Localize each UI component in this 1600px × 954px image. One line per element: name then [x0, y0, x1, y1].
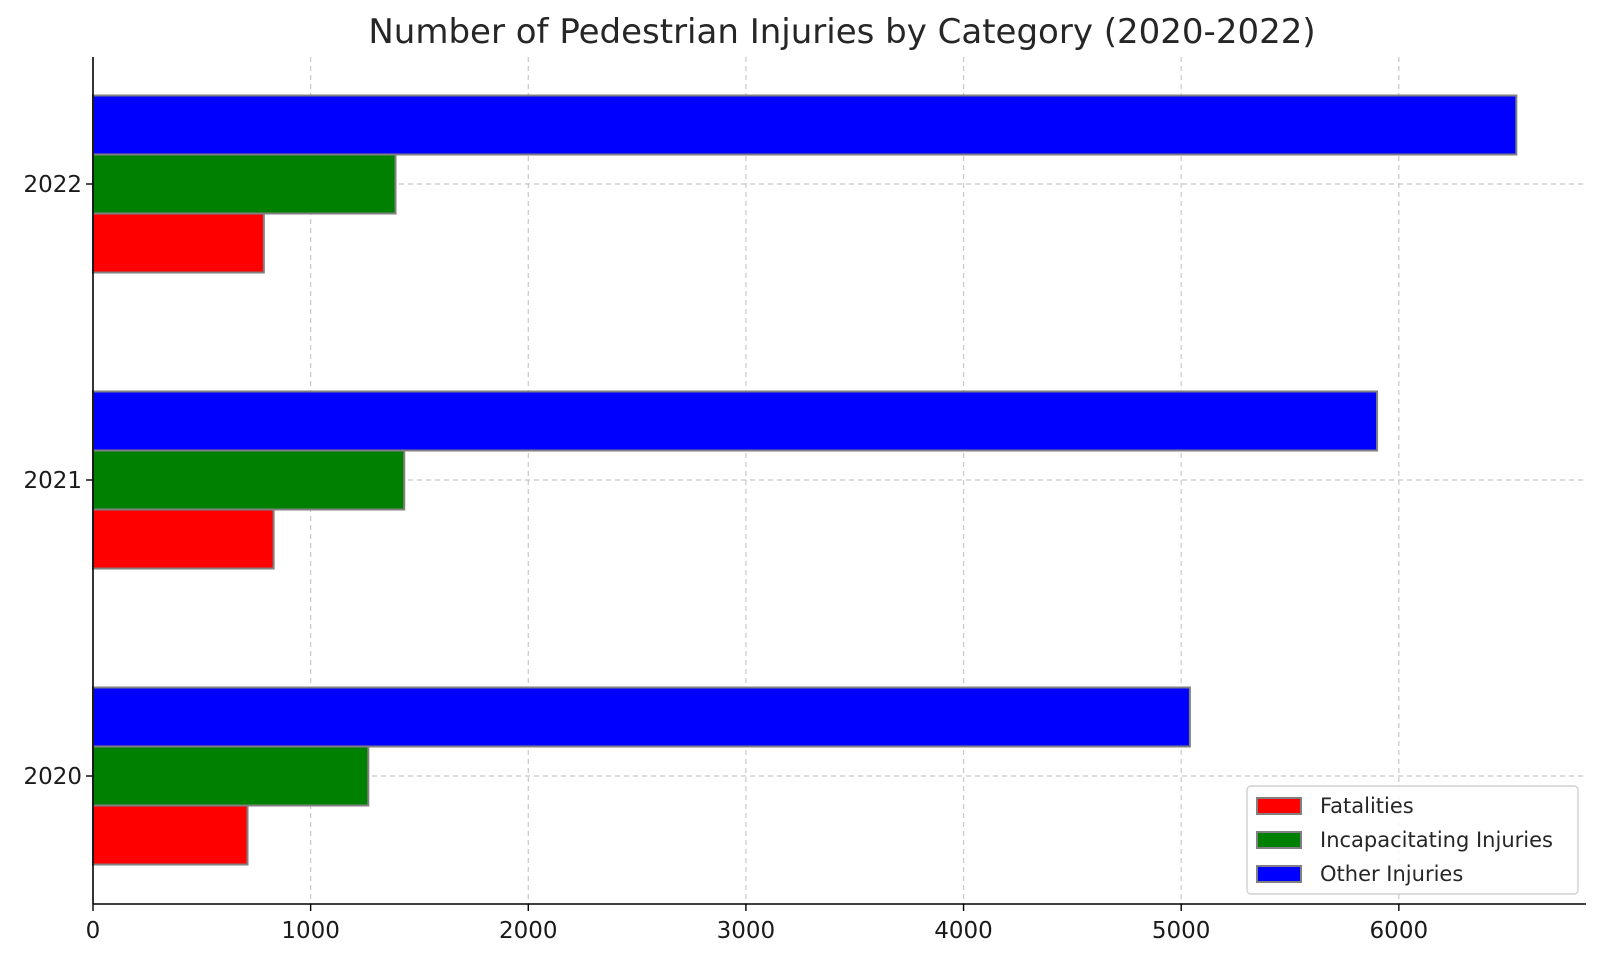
x-tick-label: 4000	[934, 918, 993, 944]
x-tick-label: 6000	[1370, 918, 1429, 944]
bar-other-injuries-2020	[92, 686, 1191, 748]
x-tick-label: 5000	[1152, 918, 1211, 944]
axes	[86, 57, 1586, 911]
legend-swatch	[1256, 831, 1302, 849]
y-tick-label: 2020	[23, 764, 82, 790]
legend-box	[1246, 785, 1579, 895]
legend-swatch	[1256, 865, 1302, 883]
y-tick-label: 2022	[23, 172, 82, 198]
legend: Fatalities Incapacitating Injuries Other I…	[1246, 785, 1579, 895]
bar-incapacitating-injuries-2021	[92, 449, 406, 511]
legend-label: Other Injuries	[1320, 862, 1463, 886]
x-tick-label: 3000	[717, 918, 776, 944]
tick-labels: 0 1000 2000 3000 4000 5000 6000 2020 2021 2022	[23, 172, 1428, 944]
y-tick-label: 2021	[23, 468, 82, 494]
legend-label: Incapacitating Injuries	[1320, 828, 1553, 852]
chart-title: Number of Pedestrian Injuries by Categor…	[368, 12, 1315, 52]
legend-swatch	[1256, 797, 1302, 815]
x-tick-label: 1000	[281, 918, 340, 944]
grid	[93, 57, 1586, 904]
legend-label: Fatalities	[1320, 794, 1414, 818]
x-tick-label: 0	[86, 918, 101, 944]
bar-incapacitating-injuries-2022	[92, 153, 397, 215]
bar-fatalities-2021	[92, 508, 275, 570]
bar-fatalities-2020	[92, 804, 249, 866]
bar-incapacitating-injuries-2020	[92, 745, 370, 807]
x-tick-label: 2000	[499, 918, 558, 944]
bar-fatalities-2022	[92, 212, 265, 274]
bar-other-injuries-2022	[92, 94, 1518, 156]
bars	[92, 94, 1518, 866]
bar-other-injuries-2021	[92, 390, 1379, 452]
